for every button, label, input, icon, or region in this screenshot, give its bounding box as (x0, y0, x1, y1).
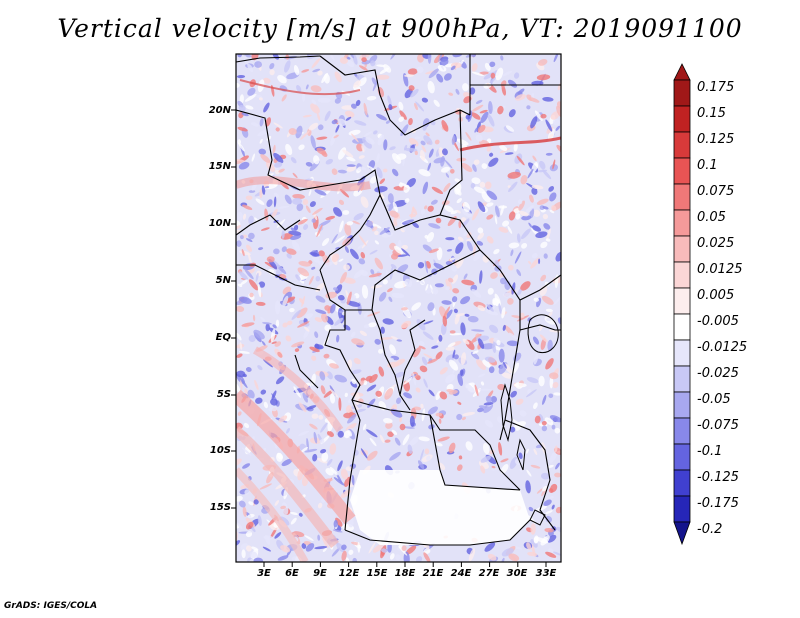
lat-label: 5S (216, 389, 231, 400)
colorbar-label: 0.1 (697, 158, 718, 173)
colorbar-label: -0.125 (697, 470, 739, 485)
lat-label: 15S (209, 502, 231, 513)
colorbar-box (673, 391, 691, 419)
lon-label: 15E (366, 568, 388, 579)
lon-label: 18E (394, 568, 416, 579)
colorbar-label: 0.125 (697, 132, 735, 147)
colorbar-label: 0.05 (697, 210, 726, 225)
colorbar-label: 0.075 (697, 184, 735, 199)
map-frame (235, 53, 562, 563)
colorbar-box (673, 261, 691, 289)
colorbar-label: -0.2 (697, 522, 723, 537)
sahel-band (236, 176, 371, 192)
colorbar-box (673, 495, 691, 523)
colorbar-box (673, 469, 691, 497)
colorbar-top-arrow (673, 63, 691, 81)
colorbar-label: -0.0125 (697, 340, 748, 355)
lat-label: 10N (208, 218, 231, 229)
colorbar (673, 63, 691, 546)
chart-title: Vertical velocity [m/s] at 900hPa, VT: 2… (57, 14, 743, 43)
colorbar-box (673, 235, 691, 263)
colorbar-label: -0.025 (697, 366, 739, 381)
lon-label: 9E (313, 568, 327, 579)
lat-label: 5N (215, 275, 231, 286)
colorbar-box (673, 417, 691, 445)
colorbar-box (673, 443, 691, 471)
colorbar-box (673, 313, 691, 341)
colorbar-box (673, 79, 691, 107)
colorbar-bottom-arrow (673, 521, 691, 546)
lon-label: 33E (535, 568, 557, 579)
lon-label: 12E (338, 568, 360, 579)
lon-label: 24E (450, 568, 472, 579)
colorbar-label: 0.025 (697, 236, 735, 251)
lat-label: EQ (215, 332, 231, 343)
lat-label: 15N (208, 161, 231, 172)
lon-label: 3E (257, 568, 271, 579)
colorbar-label: 0.15 (697, 106, 726, 121)
colorbar-box (673, 339, 691, 367)
lon-label: 27E (478, 568, 500, 579)
colorbar-label: 0.005 (697, 288, 735, 303)
southern-calm-region (350, 470, 530, 545)
colorbar-box (673, 209, 691, 237)
colorbar-label: -0.175 (697, 496, 739, 511)
colorbar-label: -0.05 (697, 392, 731, 407)
colorbar-box (673, 157, 691, 185)
lon-label: 21E (422, 568, 444, 579)
colorbar-label: -0.005 (697, 314, 739, 329)
colorbar-label: -0.075 (697, 418, 739, 433)
colorbar-box (673, 131, 691, 159)
lon-label: 30E (506, 568, 528, 579)
lat-label: 20N (208, 105, 231, 116)
colorbar-box (673, 105, 691, 133)
colorbar-box (673, 287, 691, 315)
coastal-streak (236, 389, 356, 525)
colorbar-label: 0.175 (697, 80, 735, 95)
country-borders (236, 54, 561, 546)
colorbar-box (673, 365, 691, 393)
colorbar-box (673, 183, 691, 211)
colorbar-label: 0.0125 (697, 262, 743, 277)
credit-text: GrADS: IGES/COLA (4, 601, 98, 611)
lakes (500, 314, 559, 526)
colorbar-label: -0.1 (697, 444, 723, 459)
lat-label: 10S (209, 445, 231, 456)
lon-label: 6E (285, 568, 299, 579)
